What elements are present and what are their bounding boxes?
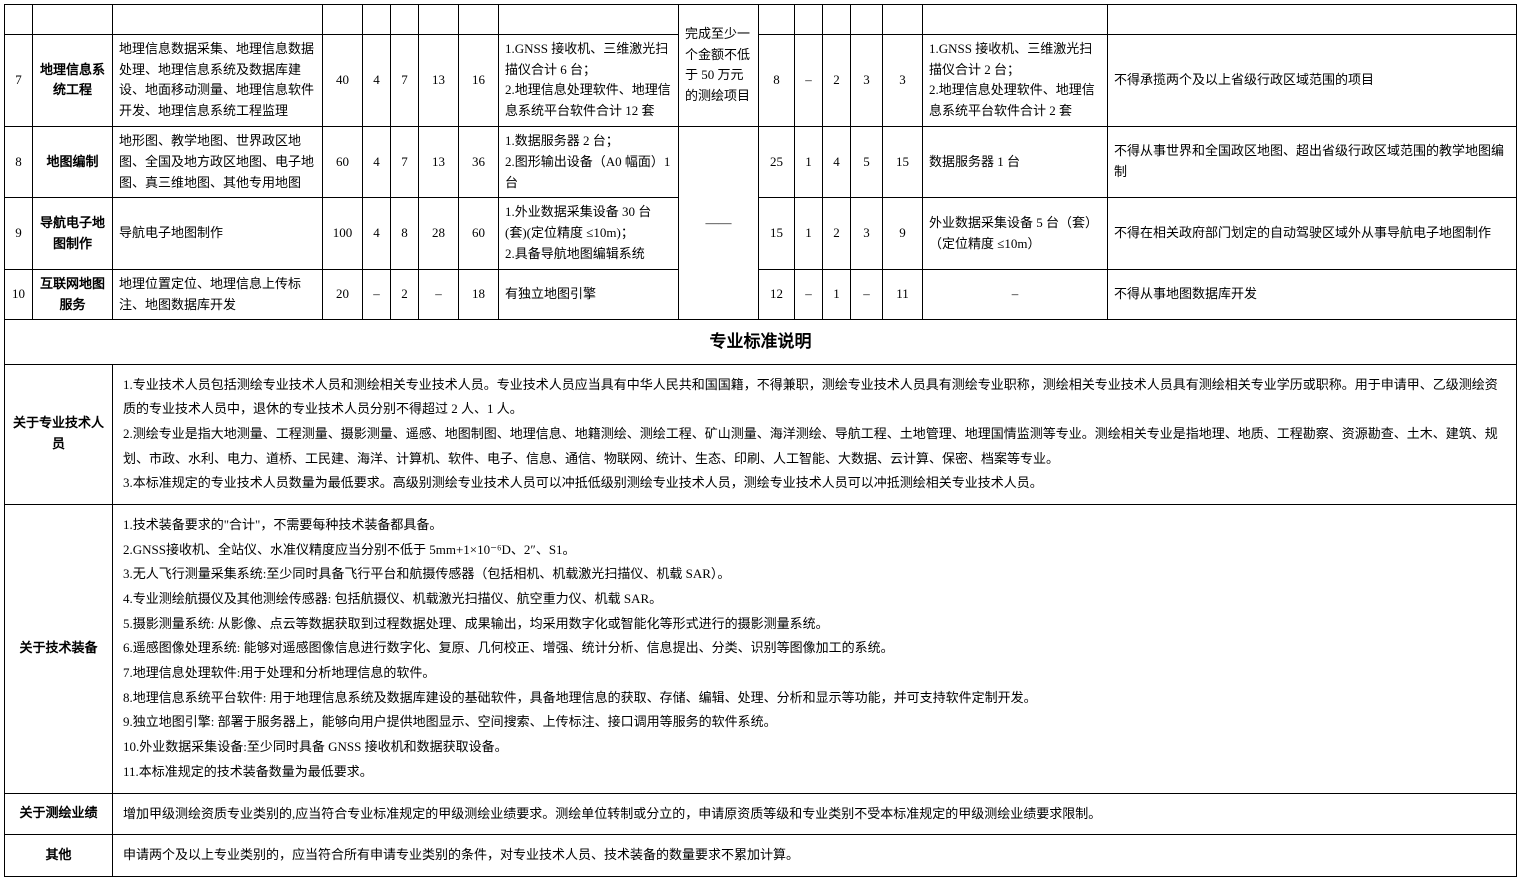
b5: 15 xyxy=(883,126,923,197)
note-text: 申请两个及以上专业类别的，应当符合所有申请专业类别的条件，对专业技术人员、技术装… xyxy=(113,835,1517,877)
b2: – xyxy=(795,269,823,320)
equip-a: 有独立地图引擎 xyxy=(499,269,679,320)
equip-b: 数据服务器 1 台 xyxy=(923,126,1108,197)
limit: 不得从事地图数据库开发 xyxy=(1108,269,1517,320)
note-label: 关于技术装备 xyxy=(5,504,113,793)
row-scope: 地形图、教学地图、世界政区地图、全国及地方政区地图、电子地图、真三维地图、其他专… xyxy=(113,126,323,197)
note-text: 增加甲级测绘资质专业类别的,应当符合专业标准规定的甲级测绘业绩要求。测绘单位转制… xyxy=(113,793,1517,835)
note-text: 1.技术装备要求的"合计"，不需要每种技术装备都具备。 2.GNSS接收机、全站… xyxy=(113,504,1517,793)
limit: 不得从事世界和全国政区地图、超出省级行政区域范围的教学地图编制 xyxy=(1108,126,1517,197)
a2: – xyxy=(363,269,391,320)
row-name: 地图编制 xyxy=(33,126,113,197)
b3: 4 xyxy=(823,126,851,197)
row-index: 9 xyxy=(5,198,33,269)
b3: 1 xyxy=(823,269,851,320)
a3: 8 xyxy=(391,198,419,269)
a3: 2 xyxy=(391,269,419,320)
a5: 36 xyxy=(459,126,499,197)
standards-table: 完成至少一个金额不低于 50 万元的测绘项目7地理信息系统工程地理信息数据采集、… xyxy=(4,4,1517,877)
a3: 7 xyxy=(391,34,419,126)
a4: 28 xyxy=(419,198,459,269)
b3: 2 xyxy=(823,34,851,126)
row-name: 导航电子地图制作 xyxy=(33,198,113,269)
note-text: 1.专业技术人员包括测绘专业技术人员和测绘相关专业技术人员。专业技术人员应当具有… xyxy=(113,364,1517,504)
row-name: 地理信息系统工程 xyxy=(33,34,113,126)
a2: 4 xyxy=(363,198,391,269)
b2: – xyxy=(795,34,823,126)
row-name: 互联网地图服务 xyxy=(33,269,113,320)
equip-b: 外业数据采集设备 5 台（套）（定位精度 ≤10m） xyxy=(923,198,1108,269)
a1: 40 xyxy=(323,34,363,126)
b1: 15 xyxy=(759,198,795,269)
equip-b: – xyxy=(923,269,1108,320)
a1: 60 xyxy=(323,126,363,197)
row-scope: 地理信息数据采集、地理信息数据处理、地理信息系统及数据库建设、地面移动测量、地理… xyxy=(113,34,323,126)
section-title: 专业标准说明 xyxy=(5,320,1517,364)
a1: 100 xyxy=(323,198,363,269)
b4: – xyxy=(851,269,883,320)
equip-b: 1.GNSS 接收机、三维激光扫描仪合计 2 台； 2.地理信息处理软件、地理信… xyxy=(923,34,1108,126)
b1: 25 xyxy=(759,126,795,197)
a2: 4 xyxy=(363,34,391,126)
b2: 1 xyxy=(795,198,823,269)
note-label: 关于测绘业绩 xyxy=(5,793,113,835)
b4: 5 xyxy=(851,126,883,197)
a1: 20 xyxy=(323,269,363,320)
b5: 9 xyxy=(883,198,923,269)
a5: 60 xyxy=(459,198,499,269)
b5: 3 xyxy=(883,34,923,126)
b1: 8 xyxy=(759,34,795,126)
b2: 1 xyxy=(795,126,823,197)
a2: 4 xyxy=(363,126,391,197)
row-index: 7 xyxy=(5,34,33,126)
a5: 16 xyxy=(459,34,499,126)
perf-cell: 完成至少一个金额不低于 50 万元的测绘项目 xyxy=(679,5,759,127)
row-scope: 导航电子地图制作 xyxy=(113,198,323,269)
a4: 13 xyxy=(419,34,459,126)
equip-a: 1.外业数据采集设备 30 台(套)(定位精度 ≤10m)； 2.具备导航地图编… xyxy=(499,198,679,269)
a4: 13 xyxy=(419,126,459,197)
b4: 3 xyxy=(851,34,883,126)
limit: 不得在相关政府部门划定的自动驾驶区域外从事导航电子地图制作 xyxy=(1108,198,1517,269)
a5: 18 xyxy=(459,269,499,320)
a3: 7 xyxy=(391,126,419,197)
row-scope: 地理位置定位、地理信息上传标注、地图数据库开发 xyxy=(113,269,323,320)
row-index: 10 xyxy=(5,269,33,320)
a4: – xyxy=(419,269,459,320)
equip-a: 1.GNSS 接收机、三维激光扫描仪合计 6 台； 2.地理信息处理软件、地理信… xyxy=(499,34,679,126)
b5: 11 xyxy=(883,269,923,320)
perf-cell: —— xyxy=(679,126,759,319)
b1: 12 xyxy=(759,269,795,320)
b4: 3 xyxy=(851,198,883,269)
note-label: 关于专业技术人员 xyxy=(5,364,113,504)
b3: 2 xyxy=(823,198,851,269)
row-index: 8 xyxy=(5,126,33,197)
limit: 不得承揽两个及以上省级行政区域范围的项目 xyxy=(1108,34,1517,126)
note-label: 其他 xyxy=(5,835,113,877)
equip-a: 1.数据服务器 2 台； 2.图形输出设备（A0 幅面）1 台 xyxy=(499,126,679,197)
